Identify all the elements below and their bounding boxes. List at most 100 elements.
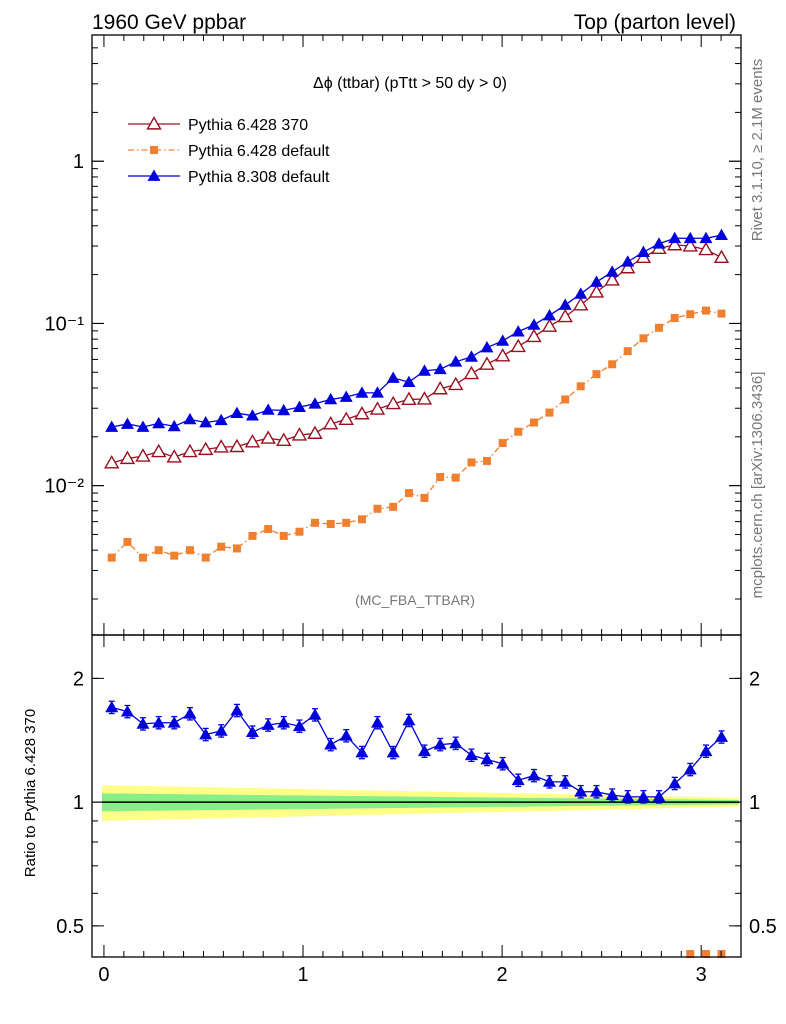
header-left: 1960 GeV ppbar (92, 11, 246, 34)
main-point (197, 441, 214, 456)
main-point (639, 334, 648, 343)
ratio-point (589, 785, 603, 797)
main-point (527, 318, 541, 330)
main-point (389, 502, 398, 511)
main-point (514, 427, 523, 436)
main-series-line-1 (111, 309, 722, 559)
main-point (401, 391, 417, 406)
main-point (308, 397, 322, 409)
main-point (217, 542, 226, 551)
main-point (480, 341, 494, 353)
main-point (698, 241, 714, 256)
main-point (574, 287, 588, 299)
main-point (498, 439, 507, 448)
main-point (261, 403, 275, 415)
ratio-point (511, 773, 525, 786)
ratio-point (542, 775, 556, 787)
main-point (322, 416, 339, 430)
main-point (105, 420, 119, 432)
main-point (713, 249, 730, 264)
main-point (667, 236, 683, 251)
main-point (448, 376, 464, 391)
main-point (588, 284, 605, 298)
main-point (324, 392, 338, 405)
main-point (621, 255, 635, 267)
mcplots-label: mcplots.cern.ch [arXiv:1306.3436] (749, 372, 766, 599)
ratio-point (199, 728, 213, 740)
ratio-point (136, 717, 150, 729)
ratio-point (245, 725, 259, 738)
main-point (185, 546, 194, 555)
ratio-y-tick-label-right: 2 (749, 668, 760, 690)
main-y-tick-label: 10⁻² (45, 476, 85, 498)
main-point (467, 458, 476, 467)
main-point (479, 356, 495, 370)
main-point (416, 391, 433, 405)
legend-marker-0 (146, 116, 162, 130)
main-point (354, 405, 370, 420)
ratio-point (292, 719, 306, 732)
main-point (511, 325, 525, 337)
main-panel: 1 10⁻¹ 10⁻² Pythia 6.428 370 Pythia 6.428 de… (45, 34, 742, 636)
ratio-point (167, 716, 181, 728)
main-point (248, 531, 257, 540)
main-point (592, 370, 601, 379)
main-point (417, 364, 431, 376)
ratio-point (714, 730, 728, 742)
main-point (277, 403, 291, 416)
main-point (357, 515, 366, 524)
ratio-frame (91, 634, 742, 958)
main-point (433, 362, 447, 375)
main-point (526, 328, 542, 343)
main-point (510, 338, 526, 353)
ratio-point (496, 757, 510, 769)
main-y-tick-label: 1 (73, 151, 84, 173)
legend-marker-2 (147, 169, 161, 181)
main-point (201, 553, 210, 562)
ratio-point (386, 746, 400, 758)
main-point (654, 323, 663, 332)
main-point (541, 318, 558, 332)
main-point (529, 418, 538, 427)
main-point (545, 408, 554, 417)
main-point (604, 272, 620, 286)
main-point (623, 347, 632, 356)
ratio-point (605, 788, 619, 800)
x-tick-label: 3 (696, 964, 707, 986)
main-point (620, 259, 636, 274)
main-point (154, 546, 163, 555)
ratio-panel: 2 2 1 1 0.5 0.5 0 1 2 3 (56, 634, 777, 986)
main-point (107, 553, 116, 562)
main-point (279, 531, 288, 540)
main-point (682, 238, 698, 252)
main-point (276, 432, 292, 446)
main-point (214, 413, 228, 426)
ratio-point (527, 769, 541, 781)
ratio-point (214, 724, 228, 736)
x-tick-label: 0 (98, 964, 109, 986)
main-point (260, 430, 276, 444)
header-right: Top (parton level) (574, 11, 736, 34)
main-point (338, 411, 354, 425)
main-point (104, 455, 120, 469)
main-point (542, 308, 556, 321)
main-point (636, 245, 650, 258)
main-point (291, 427, 308, 441)
main-point (558, 298, 572, 310)
ratio-point (105, 700, 119, 713)
main-point (120, 417, 134, 429)
ratio-point (230, 704, 244, 716)
main-point (463, 365, 480, 380)
main-point (385, 395, 401, 410)
main-point (496, 334, 510, 346)
watermark: (MC_FBA_TTBAR) (355, 592, 475, 608)
main-series-line-0 (111, 244, 722, 464)
main-point (464, 350, 478, 362)
main-point (668, 231, 682, 244)
main-point (182, 443, 198, 458)
main-point (150, 443, 167, 458)
main-point (699, 231, 713, 244)
main-point (670, 314, 679, 323)
ratio-point (152, 716, 166, 728)
main-point (717, 309, 726, 318)
